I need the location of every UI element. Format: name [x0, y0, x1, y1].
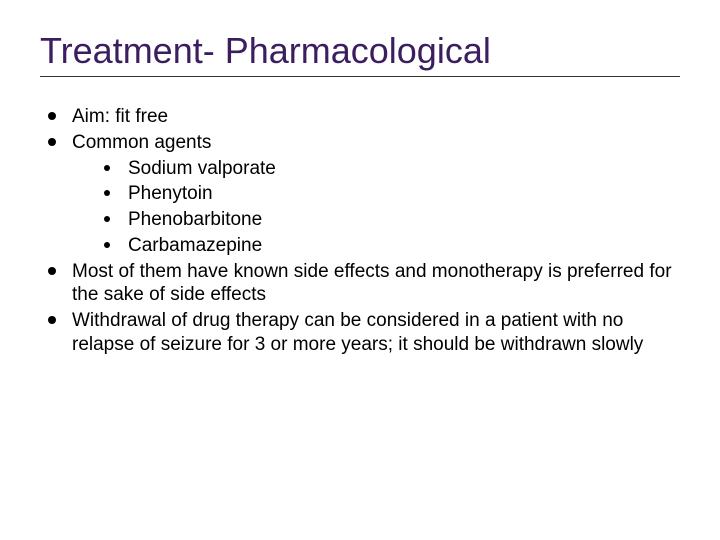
list-item-label: Common agents: [72, 132, 211, 153]
list-item: Sodium valporate: [100, 157, 680, 181]
list-item: Common agents Sodium valporate Phenytoin…: [44, 131, 680, 258]
page-title: Treatment- Pharmacological: [40, 30, 680, 77]
list-item: Withdrawal of drug therapy can be consid…: [44, 309, 680, 357]
sub-bullet-list: Sodium valporate Phenytoin Phenobarbiton…: [72, 157, 680, 258]
list-item: Most of them have known side effects and…: [44, 260, 680, 308]
list-item: Phenobarbitone: [100, 208, 680, 232]
list-item: Carbamazepine: [100, 234, 680, 258]
list-item: Aim: fit free: [44, 105, 680, 129]
list-item: Phenytoin: [100, 182, 680, 206]
slide: Treatment- Pharmacological Aim: fit free…: [0, 0, 720, 540]
bullet-list: Aim: fit free Common agents Sodium valpo…: [44, 105, 680, 357]
